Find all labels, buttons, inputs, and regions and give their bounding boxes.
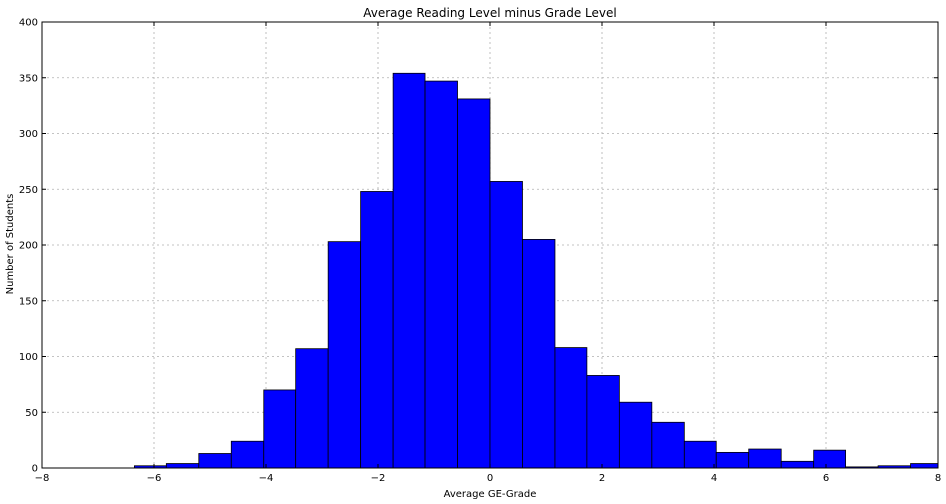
y-tick-label: 200 [19,241,38,252]
bars [133,72,939,469]
y-tick-label: 300 [19,129,38,140]
histogram-bar [327,241,362,469]
histogram-bar [360,191,394,469]
y-tick-label: 0 [32,464,38,475]
histogram-bar [715,451,750,469]
x-tick-label: −6 [147,473,162,484]
x-tick-label: 4 [711,473,717,484]
histogram-bar [780,460,815,469]
x-tick-labels: −8 −6 −4 −2 0 2 4 6 8 [35,473,942,484]
x-tick-label: 2 [599,473,605,484]
histogram-bar [683,440,717,469]
x-tick-label: −4 [259,473,274,484]
x-axis-label: Average GE-Grade [444,489,537,500]
histogram-bar [230,440,265,469]
axis-ticks [41,21,939,469]
x-tick-label: 6 [823,473,829,484]
y-axis-label: Number of Students [5,194,16,295]
histogram-bar [748,448,782,469]
histogram-bar [198,453,232,469]
y-tick-label: 400 [19,18,38,29]
y-tick-label: 100 [19,352,38,363]
x-tick-label: 8 [935,473,941,484]
histogram-bar [813,449,846,469]
histogram-bar [392,72,426,469]
y-tick-labels: 0 50 100 150 200 250 300 350 400 [19,18,38,475]
histogram-bar [618,401,653,469]
histogram-bar [522,239,556,469]
histogram-bar [457,98,491,469]
histogram-bar [295,348,329,469]
histogram-bar [586,375,620,469]
x-tick-label: −2 [371,473,386,484]
histogram-bar [554,347,588,469]
y-tick-label: 350 [19,73,38,84]
x-tick-label: 0 [487,473,493,484]
histogram-bar [424,80,458,469]
histogram-bar [165,463,200,469]
y-tick-label: 150 [19,296,38,307]
chart-title: Average Reading Level minus Grade Level [363,6,616,20]
x-tick-label: −8 [35,473,50,484]
y-tick-label: 50 [25,408,38,419]
histogram-bar [489,181,523,469]
histogram-bar [910,463,939,469]
y-tick-label: 250 [19,185,38,196]
histogram-bar [651,421,685,469]
histogram-bar [263,389,297,469]
